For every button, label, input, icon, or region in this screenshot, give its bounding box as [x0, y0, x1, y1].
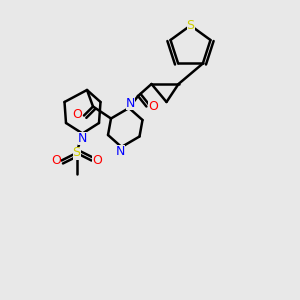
Text: O: O — [92, 154, 102, 167]
Text: N: N — [115, 145, 125, 158]
Text: O: O — [148, 100, 158, 113]
Text: O: O — [73, 108, 82, 122]
Text: S: S — [73, 146, 80, 160]
Text: S: S — [187, 19, 194, 32]
Text: N: N — [78, 132, 87, 146]
Text: O: O — [51, 154, 61, 167]
Text: N: N — [126, 97, 135, 110]
